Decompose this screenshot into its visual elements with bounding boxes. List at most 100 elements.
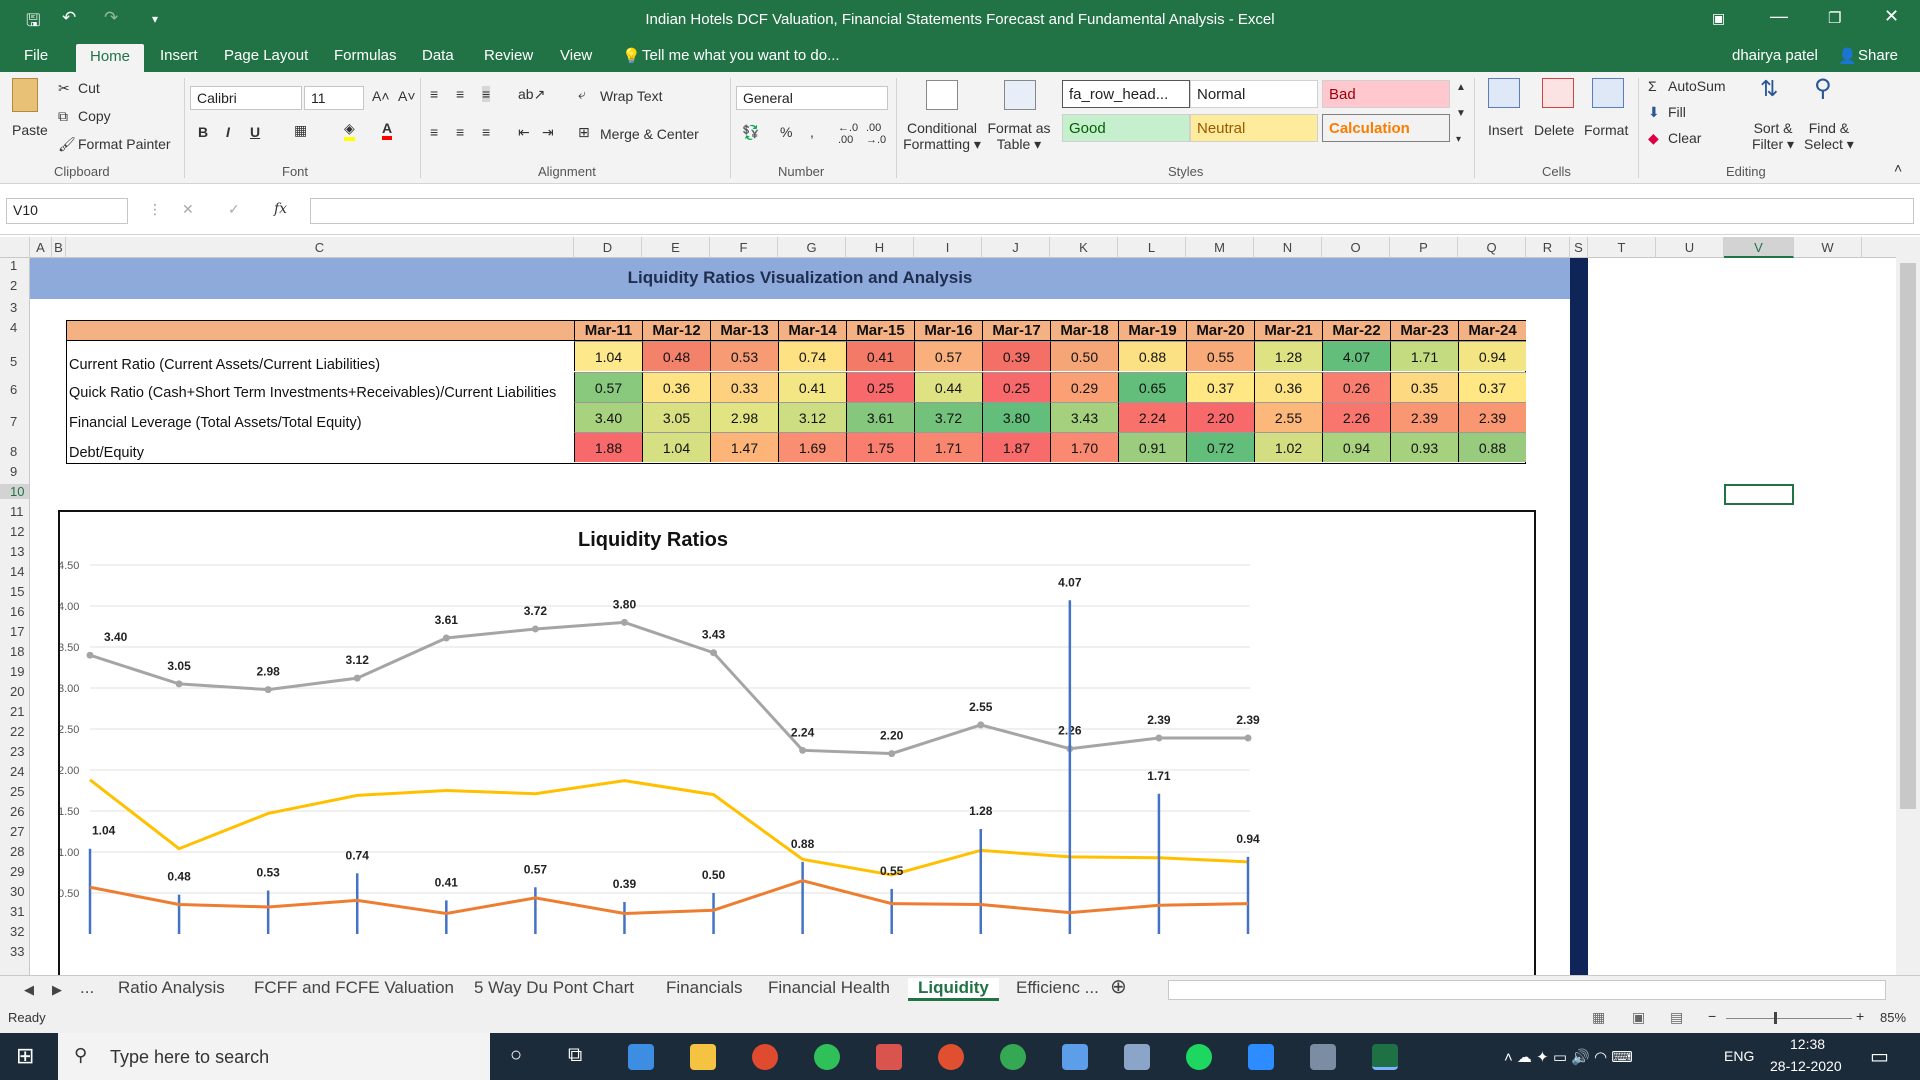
ratio-cell[interactable]: 0.36 xyxy=(1254,372,1322,402)
ratio-cell[interactable]: 1.04 xyxy=(574,341,642,371)
ratio-cell[interactable]: 1.02 xyxy=(1254,432,1322,462)
column-header[interactable]: O xyxy=(1322,237,1390,258)
column-header[interactable]: T xyxy=(1588,237,1656,258)
ratio-cell[interactable]: 0.65 xyxy=(1118,372,1186,402)
decrease-font-icon[interactable]: A˅ xyxy=(398,88,416,104)
page-break-view-icon[interactable]: ▤ xyxy=(1670,1009,1684,1025)
orientation-icon[interactable]: ab↗ xyxy=(518,86,546,102)
chrome-profile-2-icon[interactable] xyxy=(938,1044,964,1070)
ribbon-display-options-icon[interactable]: ▣ xyxy=(1712,10,1726,26)
ratio-cell[interactable]: 1.71 xyxy=(914,432,982,462)
ratio-cell[interactable]: 2.39 xyxy=(1390,402,1458,432)
format-painter-button[interactable]: Format Painter xyxy=(78,136,171,152)
row-header[interactable]: 12 xyxy=(10,524,25,539)
copy-button[interactable]: Copy xyxy=(78,108,111,124)
clear-button[interactable]: Clear xyxy=(1668,130,1702,146)
ratio-cell[interactable]: 0.35 xyxy=(1390,372,1458,402)
row-header[interactable]: 6 xyxy=(10,382,18,397)
comma-style-icon[interactable]: , xyxy=(810,124,814,140)
ratio-cell[interactable]: 0.50 xyxy=(1050,341,1118,371)
autosum-button[interactable]: AutoSum xyxy=(1668,78,1726,94)
ratio-cell[interactable]: 0.25 xyxy=(982,372,1050,402)
zoom-slider-thumb[interactable] xyxy=(1774,1012,1777,1024)
sheet-tab-ratio-analysis[interactable]: Ratio Analysis xyxy=(118,978,225,997)
column-header[interactable]: S xyxy=(1570,237,1588,258)
column-header[interactable]: F xyxy=(710,237,778,258)
styles-scroll-down-icon[interactable]: ▼ xyxy=(1456,108,1466,119)
ratio-cell[interactable]: 2.39 xyxy=(1458,402,1526,432)
row-header[interactable]: 14 xyxy=(10,564,25,579)
liquidity-chart[interactable]: Liquidity Ratios 0.50 1.00 1.50 2.00 2.50 3.00… xyxy=(58,510,1536,980)
tab-formulas[interactable]: Formulas xyxy=(334,47,397,64)
ratio-cell[interactable]: 0.39 xyxy=(982,341,1050,371)
collapse-ribbon-icon[interactable]: ˄ xyxy=(1894,160,1903,176)
ratio-cell[interactable]: 0.25 xyxy=(846,372,914,402)
calculator-icon[interactable] xyxy=(1062,1044,1088,1070)
scroll-tabs-right-icon[interactable]: ▶ xyxy=(52,982,62,997)
normal-view-icon[interactable]: ▦ xyxy=(1592,1009,1606,1025)
ratio-cell[interactable]: 0.41 xyxy=(778,372,846,402)
ratio-cell[interactable]: 0.93 xyxy=(1390,432,1458,462)
insert-cells-button[interactable]: Insert xyxy=(1488,122,1524,138)
formula-input[interactable] xyxy=(310,198,1914,224)
ratio-cell[interactable]: 2.24 xyxy=(1118,402,1186,432)
ratio-cell[interactable]: 0.48 xyxy=(642,341,710,371)
scroll-tabs-left-icon[interactable]: ◀ xyxy=(24,982,34,997)
column-header[interactable]: P xyxy=(1390,237,1458,258)
column-header[interactable]: L xyxy=(1118,237,1186,258)
confirm-entry-icon[interactable]: ✓ xyxy=(228,201,240,217)
remote-desktop-icon[interactable] xyxy=(1310,1044,1336,1070)
row-header[interactable]: 15 xyxy=(10,584,25,599)
tab-file[interactable]: File xyxy=(24,47,49,64)
row-header[interactable]: 28 xyxy=(10,844,25,859)
delete-cells-button[interactable]: Delete xyxy=(1534,122,1575,138)
ratio-cell[interactable]: 3.72 xyxy=(914,402,982,432)
row-header[interactable]: 8 xyxy=(10,444,18,459)
column-header[interactable]: U xyxy=(1656,237,1724,258)
ratio-cell[interactable]: 0.33 xyxy=(710,372,778,402)
wrap-text-button[interactable]: Wrap Text xyxy=(600,88,663,104)
chrome-icon[interactable] xyxy=(1000,1044,1026,1070)
style-neutral[interactable]: Neutral xyxy=(1190,114,1318,142)
column-header[interactable]: H xyxy=(846,237,914,258)
share-button[interactable]: Share xyxy=(1858,47,1899,64)
windows-start-icon[interactable]: ⊞ xyxy=(16,1043,35,1068)
row-header[interactable]: 24 xyxy=(10,764,25,779)
column-header[interactable]: G xyxy=(778,237,846,258)
zoom-out-icon[interactable]: − xyxy=(1708,1008,1717,1024)
row-header[interactable]: 7 xyxy=(10,414,18,429)
row-header[interactable]: 1 xyxy=(10,258,18,273)
cancel-entry-icon[interactable]: ✕ xyxy=(182,201,194,217)
decrease-indent-icon[interactable]: ⇤ xyxy=(518,124,530,140)
ratio-cell[interactable]: 0.91 xyxy=(1118,432,1186,462)
find-select-button[interactable]: Find & Select ▾ xyxy=(1804,120,1854,152)
style-normal[interactable]: Normal xyxy=(1190,80,1318,108)
ratio-cell[interactable]: 0.37 xyxy=(1186,372,1254,402)
ratio-cell[interactable]: 0.26 xyxy=(1322,372,1390,402)
align-left-icon[interactable]: ≡ xyxy=(430,124,439,140)
clock-time[interactable]: 12:38 xyxy=(1790,1036,1826,1052)
row-header[interactable]: 31 xyxy=(10,904,25,919)
format-as-table-button[interactable]: Format as Table ▾ xyxy=(987,120,1051,152)
close-icon[interactable]: ✕ xyxy=(1884,6,1900,26)
format-cells-button[interactable]: Format xyxy=(1584,122,1629,138)
row-header[interactable]: 17 xyxy=(10,624,25,639)
underline-button[interactable]: U xyxy=(250,124,261,140)
whatsapp-icon[interactable] xyxy=(814,1044,840,1070)
column-header[interactable]: N xyxy=(1254,237,1322,258)
zoom-slider[interactable] xyxy=(1726,1018,1852,1019)
selected-cell-v10[interactable] xyxy=(1724,484,1794,505)
column-header[interactable]: K xyxy=(1050,237,1118,258)
tab-data[interactable]: Data xyxy=(422,47,454,64)
sort-filter-button[interactable]: Sort & Filter ▾ xyxy=(1752,120,1795,152)
sheet-tab-more[interactable]: ... xyxy=(80,978,95,997)
ratio-cell[interactable]: 1.87 xyxy=(982,432,1050,462)
row-header[interactable]: 5 xyxy=(10,354,18,369)
maximize-icon[interactable]: ❐ xyxy=(1828,10,1842,27)
row-header[interactable]: 22 xyxy=(10,724,25,739)
ratio-cell[interactable]: 3.12 xyxy=(778,402,846,432)
ratio-cell[interactable]: 2.26 xyxy=(1322,402,1390,432)
sheet-tab-financial-health[interactable]: Financial Health xyxy=(768,978,890,997)
ratio-cell[interactable]: 3.40 xyxy=(574,402,642,432)
spotify-icon[interactable] xyxy=(1186,1044,1212,1070)
